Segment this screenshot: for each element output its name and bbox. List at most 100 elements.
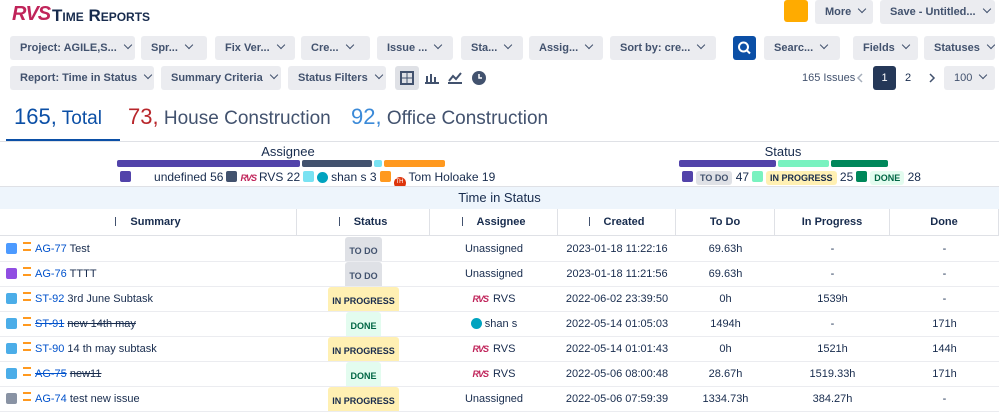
table-cell: IN PROGRESS bbox=[297, 387, 430, 412]
prev-page[interactable] bbox=[855, 72, 865, 84]
status-filter-dropdown[interactable]: Status Filters bbox=[288, 66, 386, 90]
legend-name: undefined bbox=[154, 170, 207, 184]
table-row: ST-92 3rd June Subtask IN PROGRESS RVS RVS 2… bbox=[0, 287, 999, 312]
page-button[interactable]: 2 bbox=[904, 72, 912, 84]
summary-dropdown[interactable]: Summary Criteria bbox=[161, 66, 281, 90]
filter-dropdown[interactable]: Statuses bbox=[924, 36, 995, 60]
status-badge: DONE bbox=[346, 362, 381, 386]
logo: RVS bbox=[12, 3, 51, 26]
total-tab[interactable]: 165 Total bbox=[14, 104, 102, 130]
filter-dropdown[interactable]: Assig... bbox=[529, 36, 603, 60]
filter-dropdown[interactable]: Issue ... bbox=[377, 36, 453, 60]
more-button[interactable]: More bbox=[815, 0, 873, 24]
total-tab[interactable]: 73 House Construction bbox=[128, 104, 331, 130]
page-size-dropdown[interactable]: 100 bbox=[944, 66, 995, 90]
filter-dropdown[interactable]: Searc... bbox=[764, 36, 840, 60]
table-cell: Unassigned bbox=[430, 237, 558, 262]
column-header[interactable]: In Progress bbox=[775, 209, 890, 236]
issue-key[interactable]: AG-77 bbox=[35, 243, 67, 255]
issue-key[interactable]: AG-74 bbox=[35, 393, 67, 405]
table-cell: Unassigned bbox=[430, 387, 558, 412]
table-cell: 2022-05-14 01:05:03 bbox=[558, 312, 676, 337]
table-cell: - bbox=[890, 387, 999, 412]
issue-type-icon bbox=[6, 318, 17, 329]
issue-type-icon bbox=[6, 293, 17, 304]
column-title: To Do bbox=[709, 216, 741, 228]
status-badge: TO DO bbox=[345, 237, 382, 261]
in-progress-time: - bbox=[830, 318, 835, 330]
issue-type-icon bbox=[6, 343, 17, 354]
filter-dropdown[interactable]: Cre... bbox=[301, 36, 370, 60]
save-button[interactable]: Save - Untitled... bbox=[880, 0, 995, 24]
created: 2023-01-18 11:22:16 bbox=[566, 243, 668, 255]
total-label: Office Construction bbox=[386, 108, 549, 129]
status-badge: IN PROGRESS bbox=[328, 337, 399, 361]
column-header[interactable]: Summary bbox=[0, 209, 297, 236]
issue-summary: test new issue bbox=[69, 393, 140, 405]
total-tab[interactable]: 92 Office Construction bbox=[351, 104, 548, 130]
summary-segment bbox=[679, 160, 777, 167]
assignee-avatar bbox=[470, 318, 482, 329]
table-cell: 2022-05-06 07:59:39 bbox=[558, 387, 676, 412]
table-cell: 0h bbox=[676, 287, 775, 312]
table-cell: 28.67h bbox=[676, 362, 775, 387]
column-title: Summary bbox=[130, 216, 181, 228]
summary-title: Assignee bbox=[261, 144, 315, 159]
issue-key[interactable]: AG-75 bbox=[35, 368, 67, 380]
legend-badge: TO DO bbox=[696, 171, 733, 185]
filter-dropdown[interactable]: Sta... bbox=[461, 36, 523, 60]
table-cell: - bbox=[775, 262, 890, 287]
filter-dropdown[interactable]: Fields bbox=[853, 36, 918, 60]
table-cell: 1539h bbox=[775, 287, 890, 312]
sort-arrow bbox=[338, 217, 346, 226]
filter-dropdown[interactable]: Sort by: cre... bbox=[610, 36, 716, 60]
filter-dropdown[interactable]: Fix Ver... bbox=[215, 36, 295, 60]
done-time: 171h bbox=[932, 318, 957, 330]
table-row: ST-91 new 14th may DONE shan s 2022-05-14 0… bbox=[0, 312, 999, 337]
filter-dropdown[interactable]: Spr... bbox=[141, 36, 207, 60]
assignee-logo: RVS bbox=[472, 344, 489, 354]
notify-button[interactable] bbox=[784, 0, 808, 22]
priority-icon bbox=[23, 292, 31, 301]
view-icons[interactable] bbox=[395, 66, 491, 90]
total-value: 92 bbox=[351, 104, 382, 129]
table-cell: 384.27h bbox=[775, 387, 890, 412]
issue-key[interactable]: ST-92 bbox=[35, 293, 65, 305]
column-header[interactable]: Status bbox=[297, 209, 430, 236]
priority-icon bbox=[23, 317, 31, 326]
table-row: AG-76 TTTT TO DO Unassigned 2023-01-18 11:2… bbox=[0, 262, 999, 287]
summary-segment bbox=[778, 160, 829, 167]
column-title: Assignee bbox=[476, 216, 526, 228]
table-cell: 171h bbox=[890, 362, 999, 387]
column-header[interactable]: Created bbox=[558, 209, 676, 236]
table-cell: - bbox=[890, 287, 999, 312]
table-cell: 69.63h bbox=[676, 262, 775, 287]
in-progress-time: 1521h bbox=[817, 343, 848, 355]
issue-key[interactable]: ST-91 bbox=[35, 318, 65, 330]
status-badge: IN PROGRESS bbox=[328, 387, 399, 411]
created: 2022-05-14 01:01:43 bbox=[565, 343, 669, 355]
table-cell: RVS RVS bbox=[430, 287, 558, 312]
assignee-logo: RVS bbox=[472, 369, 489, 379]
issue-type-icon bbox=[6, 368, 17, 379]
issue-summary: new 14th may bbox=[67, 318, 136, 330]
created: 2022-05-14 01:05:03 bbox=[565, 318, 669, 330]
table-cell: 144h bbox=[890, 337, 999, 362]
table-cell: TO DO bbox=[297, 262, 430, 287]
column-header[interactable]: Done bbox=[890, 209, 999, 236]
issue-type-icon bbox=[6, 268, 17, 279]
search-button[interactable] bbox=[733, 36, 756, 60]
issue-key[interactable]: AG-76 bbox=[35, 268, 67, 280]
table-title: Time in Status bbox=[0, 186, 999, 209]
next-page[interactable] bbox=[927, 72, 937, 84]
issue-type-icon bbox=[6, 393, 17, 404]
filter-dropdown[interactable]: Project: AGILE,S... bbox=[10, 36, 135, 60]
report-dropdown[interactable]: Report: Time in Status bbox=[10, 66, 154, 90]
issue-key[interactable]: ST-90 bbox=[35, 343, 65, 355]
status-badge: TO DO bbox=[345, 262, 382, 286]
to-do-time: 0h bbox=[719, 343, 732, 355]
column-header[interactable]: To Do bbox=[676, 209, 775, 236]
legend-badge: IN PROGRESS bbox=[766, 171, 837, 185]
column-header[interactable]: Assignee bbox=[430, 209, 558, 236]
page-button[interactable]: 1 bbox=[873, 66, 896, 90]
